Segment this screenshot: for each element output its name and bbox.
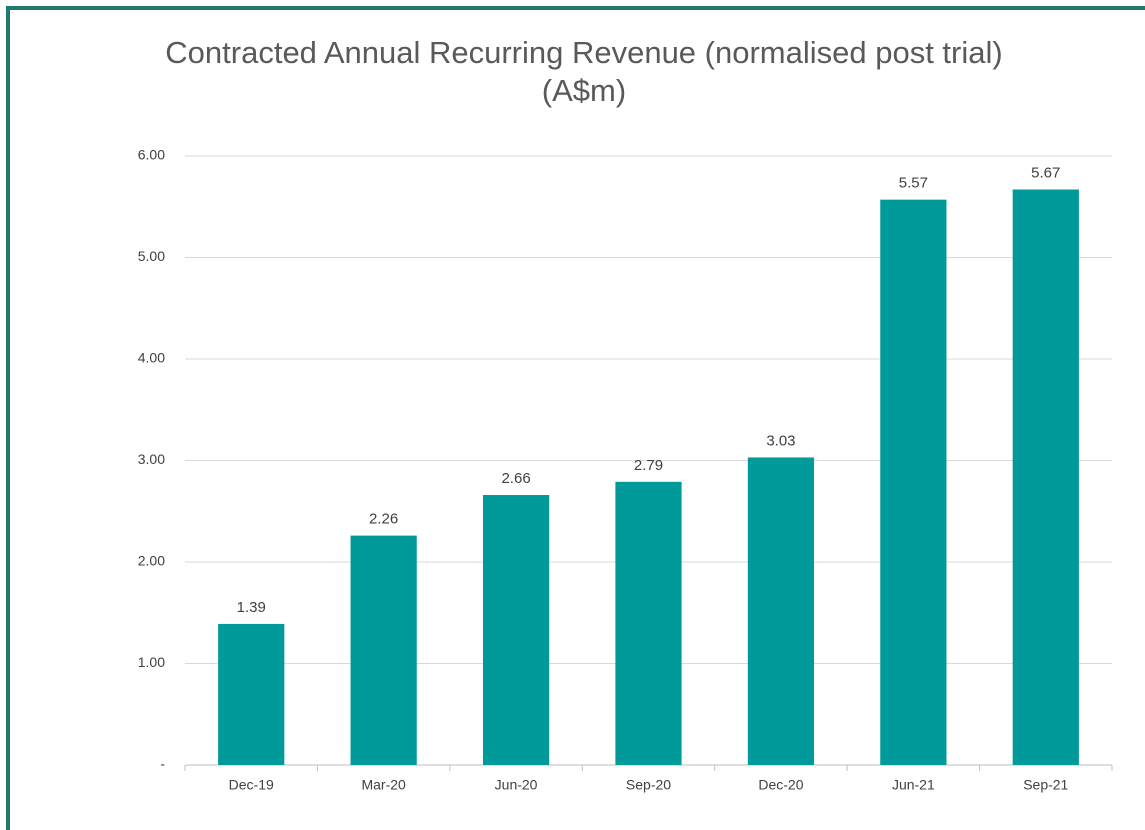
bar — [482, 495, 550, 765]
data-label: 2.26 — [369, 511, 398, 528]
x-tick-label: Dec-20 — [758, 777, 803, 793]
data-label: 5.67 — [1031, 164, 1060, 181]
data-label: 3.03 — [766, 432, 795, 449]
x-tick-label: Mar-20 — [361, 777, 406, 793]
y-tick-label: - — [160, 756, 165, 772]
data-label: 2.79 — [634, 457, 663, 474]
y-tick-label: 1.00 — [138, 654, 165, 670]
chart-title: Contracted Annual Recurring Revenue (nor… — [165, 35, 1003, 108]
y-tick-label: 6.00 — [138, 147, 165, 163]
y-tick-label: 2.00 — [138, 553, 165, 569]
bar — [880, 199, 947, 765]
bar — [747, 457, 815, 765]
y-tick-label: 4.00 — [138, 350, 165, 366]
x-tick-label: Jun-21 — [892, 777, 935, 793]
x-tick-label: Sep-21 — [1023, 777, 1068, 793]
y-tick-label: 3.00 — [138, 451, 165, 467]
bar — [218, 623, 285, 765]
data-label: 2.66 — [501, 470, 530, 487]
data-label: 5.57 — [899, 175, 928, 192]
bar — [615, 481, 682, 765]
data-label: 1.39 — [237, 599, 266, 616]
bar — [1012, 189, 1079, 765]
x-tick-label: Sep-20 — [626, 777, 671, 793]
y-tick-label: 5.00 — [138, 248, 165, 264]
x-tick-label: Jun-20 — [495, 777, 538, 793]
bar — [350, 535, 417, 765]
x-tick-label: Dec-19 — [229, 777, 274, 793]
frame — [6, 6, 1145, 830]
